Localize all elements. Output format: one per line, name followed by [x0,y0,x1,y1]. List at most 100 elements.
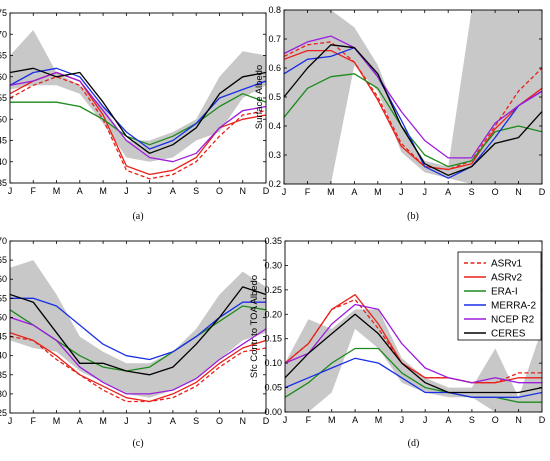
y-tick-label: 0.60 [0,72,7,82]
y-tick-label: 0.15 [264,334,282,344]
y-tick-label: 0.10 [264,358,282,368]
series-line-asrv2 [285,294,542,384]
panel-caption: (b) [407,211,419,222]
legend-label: ASRv2 [491,273,523,284]
x-tick-label: J [147,186,152,196]
y-tick-label: 0.55 [0,93,7,103]
range-band [10,30,266,162]
y-tick-label: 0.70 [0,236,7,246]
plot-area [285,294,542,412]
x-tick-label: J [399,187,404,197]
x-tick-label: M [99,186,107,196]
y-tick-label: 0.40 [0,351,7,361]
x-tick-label: M [375,415,383,425]
y-tick-label: 0.8 [268,5,281,15]
y-tick-label: 0.50 [0,312,7,322]
series-line-ceres [285,313,542,394]
y-tick-label: 0.35 [0,370,7,380]
y-tick-label: 0.55 [0,293,7,303]
range-band [284,10,542,184]
x-tick-label: J [283,415,288,425]
legend-label: ERA-I [491,287,518,298]
x-tick-label: N [239,186,246,196]
y-tick-label: 0.30 [264,260,282,270]
plot-area [284,10,542,184]
series-line-merra-2 [284,47,542,179]
y-tick-label: 0.25 [0,408,7,418]
x-tick-label: S [469,187,475,197]
x-tick-label: D [263,186,270,196]
y-tick-label: 0.75 [0,8,7,18]
series-line-ncep-r2 [10,71,266,163]
x-tick-label: A [352,415,358,425]
series-line-ceres [284,44,542,176]
x-tick-label: J [422,187,427,197]
series-line-ncep-r2 [284,35,542,159]
series-line-merra-2 [285,357,542,398]
y-tick-label: 0.50 [0,114,7,124]
x-tick-label: M [328,415,336,425]
series-line-asrv1 [10,335,266,403]
legend-label: CERES [491,329,526,340]
x-tick-label: F [306,415,312,425]
panel-caption: (a) [132,211,143,222]
series-line-asrv2 [284,49,542,171]
x-tick-label: N [515,415,522,425]
x-tick-label: M [53,416,61,426]
series-line-asrv1 [10,76,266,180]
x-tick-label: J [124,416,129,426]
panel-b: 0.2 0.3 0.4 0.5 0.6 0.7 0.8 J F M A M J J A S O N D Surface… [254,5,546,222]
y-tick-label: 0.05 [264,383,282,393]
y-tick-label: 0.00 [264,407,282,417]
x-tick-label: A [351,187,357,197]
x-tick-label: D [539,187,546,197]
y-tick-label: 0.30 [0,389,7,399]
plot-area [10,260,266,403]
x-tick-label: D [539,415,546,425]
legend-box [457,251,542,341]
x-tick-label: S [193,186,199,196]
panel-c: 0.25 0.30 0.35 0.40 0.45 0.50 0.55 0.60 0.65 0.70… [0,236,270,449]
y-tick-label: 0.2 [268,179,281,189]
panel-caption: (d) [408,438,420,449]
x-tick-label: S [193,416,199,426]
panel-d: 0.00 0.05 0.10 0.15 0.20 0.25 0.30 0.35 J F M A M J J A… [249,236,546,449]
x-tick-label: J [147,416,152,426]
x-tick-label: N [239,416,246,426]
series-line-asrv1 [284,41,542,171]
y-tick-label: 0.70 [0,29,7,39]
x-tick-label: D [263,416,270,426]
y-tick-label: 0.65 [0,255,7,265]
plot-frame [9,240,267,414]
y-tick-label: 0.45 [0,332,7,342]
x-tick-label: M [99,416,107,426]
x-tick-label: F [31,416,37,426]
x-tick-label: J [423,415,428,425]
series-line-ncep-r2 [10,316,266,395]
range-band [285,309,542,412]
plot-frame [284,240,543,413]
x-tick-label: A [170,416,176,426]
panel-a: 0.35 0.40 0.45 0.50 0.55 0.60 0.65 0.70 0.75 J F M A… [0,8,270,222]
series-line-ncep-r2 [285,303,542,384]
x-tick-label: J [124,186,129,196]
x-tick-label: O [216,186,223,196]
y-tick-label: 0.65 [0,51,7,61]
series-line-merra-2 [10,67,266,150]
y-tick-label: 0.60 [0,274,7,284]
x-tick-label: A [445,187,451,197]
x-tick-label: O [492,415,499,425]
y-tick-label: 0.3 [268,150,281,160]
y-tick-label: 0.25 [264,285,282,295]
range-band [10,260,266,398]
x-tick-label: J [8,416,13,426]
x-tick-label: N [515,187,522,197]
y-tick-label: 0.6 [268,63,281,73]
series-line-ceres [10,286,266,376]
legend-label: NCEP R2 [491,315,535,326]
x-tick-label: F [305,187,311,197]
y-axis-label: Sfc Contr to TOA Albedo [249,275,260,378]
series-line-era-i [284,73,542,168]
legend-label: MERRA-2 [491,301,536,312]
